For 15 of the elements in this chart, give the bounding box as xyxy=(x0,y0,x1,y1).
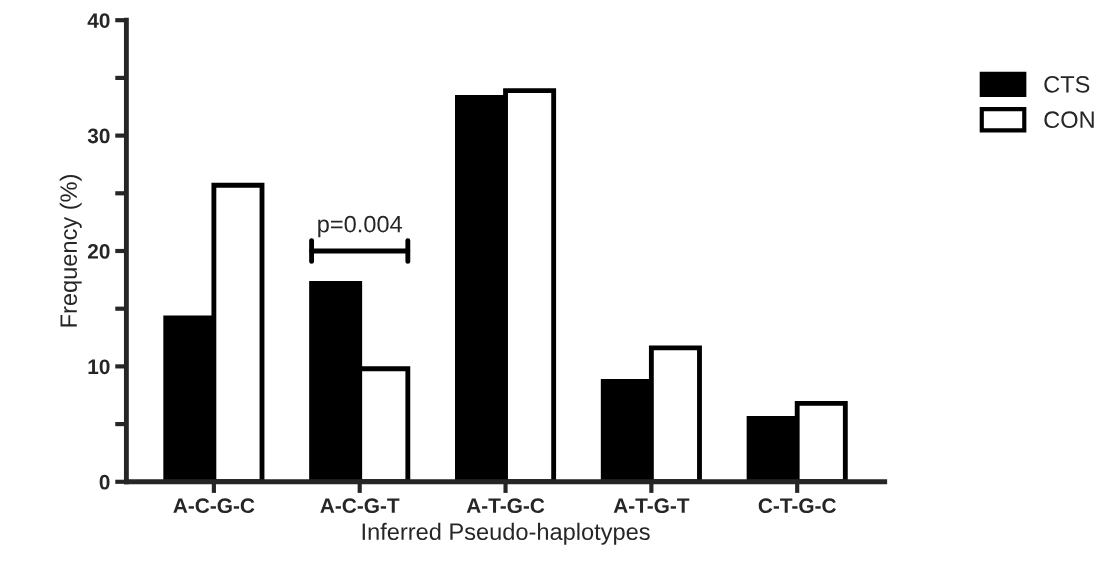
y-tick-label: 20 xyxy=(87,244,110,259)
x-tick-label: A-T-G-T xyxy=(613,498,690,514)
annotation: p=0.004 xyxy=(318,215,403,238)
y-tick-label: 40 xyxy=(87,13,110,28)
x-tick-label: A-T-G-C xyxy=(466,498,545,514)
legend-label: CTS xyxy=(1044,75,1090,93)
x-tick-label: A-C-G-T xyxy=(320,498,400,514)
x-tick-label: C-T-G-C xyxy=(758,498,836,514)
legend-label: CON xyxy=(1044,111,1094,129)
y-tick-label: 30 xyxy=(87,128,110,144)
y-axis-title: Frequency (%) xyxy=(59,175,82,327)
x-tick-label: A-C-G-C xyxy=(173,498,255,514)
x-axis-title: Inferred Pseudo-haplotypes xyxy=(362,522,650,545)
y-tick-label: 0 xyxy=(99,474,110,490)
y-tick-label: 10 xyxy=(88,359,110,375)
